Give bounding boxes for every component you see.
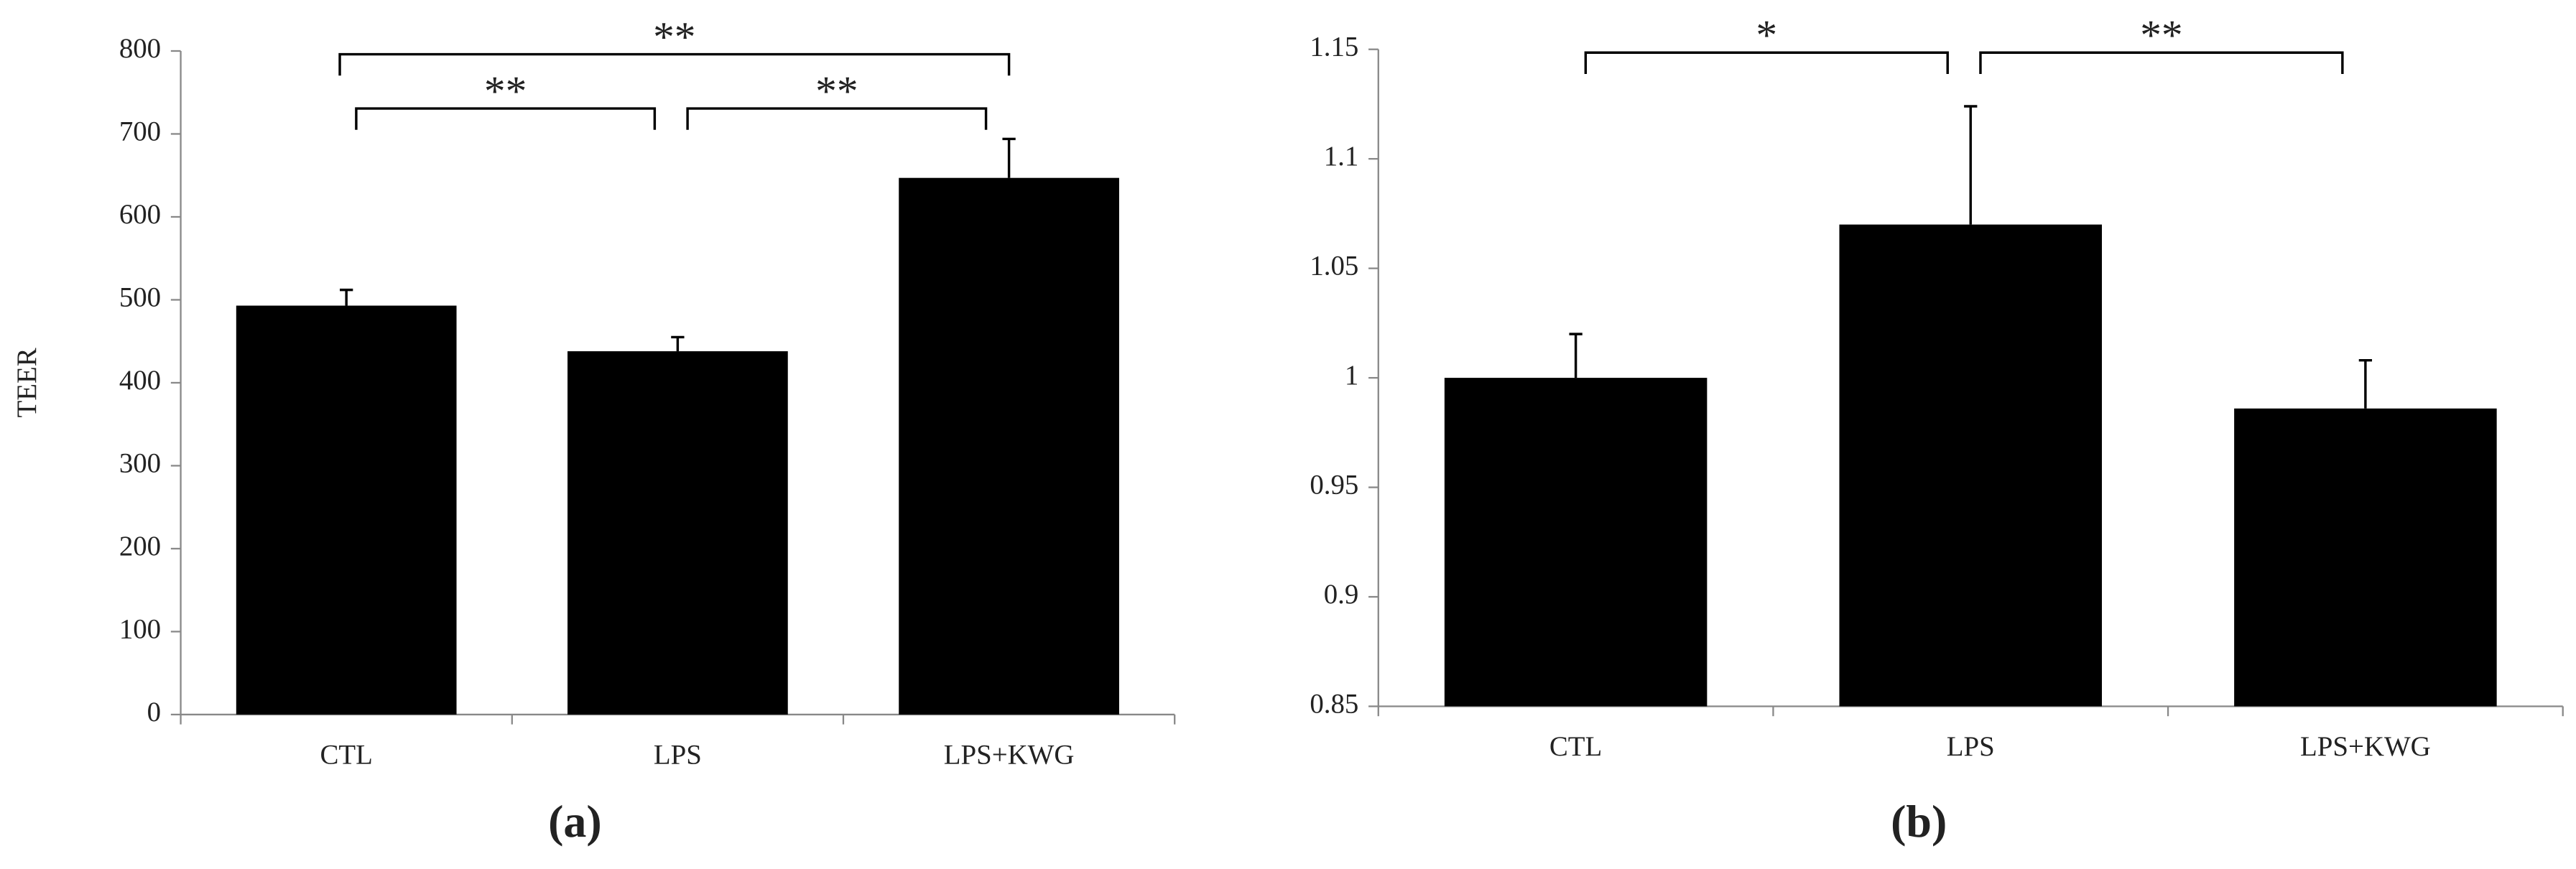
y-tick-label: 1.15 bbox=[1310, 32, 1358, 62]
bar bbox=[236, 305, 457, 715]
x-tick-label: CTL bbox=[320, 739, 372, 770]
significance-bracket bbox=[686, 107, 988, 130]
y-tick-label: 0.85 bbox=[1310, 688, 1358, 719]
y-tick-label: 500 bbox=[119, 282, 161, 312]
bar bbox=[899, 177, 1119, 715]
y-axis-title: TEER bbox=[11, 348, 42, 417]
significance-bracket bbox=[1979, 51, 2344, 75]
y-tick-label: 0.9 bbox=[1324, 579, 1359, 610]
y-tick-label: 0.95 bbox=[1310, 469, 1358, 500]
x-tick-label: LPS bbox=[1947, 731, 1995, 762]
bar bbox=[1444, 378, 1708, 707]
x-tick-label: CTL bbox=[1549, 731, 1602, 762]
y-tick-label: 1 bbox=[1345, 360, 1358, 391]
panel-label: (a) bbox=[548, 796, 602, 847]
x-tick-label: LPS bbox=[654, 739, 702, 770]
significance-bracket bbox=[355, 107, 657, 130]
bar bbox=[567, 351, 788, 715]
y-tick-label: 300 bbox=[119, 447, 161, 478]
y-tick-label: 1.1 bbox=[1324, 141, 1359, 172]
y-tick-label: 600 bbox=[119, 199, 161, 230]
x-tick-label: LPS+KWG bbox=[944, 739, 1075, 770]
significance-bracket bbox=[338, 52, 1011, 76]
significance-label: ** bbox=[815, 67, 858, 114]
y-tick-label: 800 bbox=[119, 33, 161, 64]
y-tick-label: 400 bbox=[119, 365, 161, 396]
significance-label: ** bbox=[2140, 11, 2182, 59]
y-tick-label: 200 bbox=[119, 531, 161, 562]
y-tick-label: 0 bbox=[147, 697, 161, 728]
y-tick-label: 700 bbox=[119, 116, 161, 147]
significance-label: ** bbox=[653, 13, 695, 60]
significance-label: ** bbox=[484, 67, 527, 114]
bar bbox=[1839, 224, 2102, 707]
y-tick-label: 1.05 bbox=[1310, 251, 1358, 282]
x-tick-label: LPS+KWG bbox=[2300, 731, 2431, 762]
significance-bracket bbox=[1584, 51, 1949, 75]
significance-label: * bbox=[1756, 11, 1777, 59]
panel-label: (b) bbox=[1891, 796, 1947, 847]
bar bbox=[2234, 408, 2497, 707]
y-tick-label: 100 bbox=[119, 613, 161, 644]
